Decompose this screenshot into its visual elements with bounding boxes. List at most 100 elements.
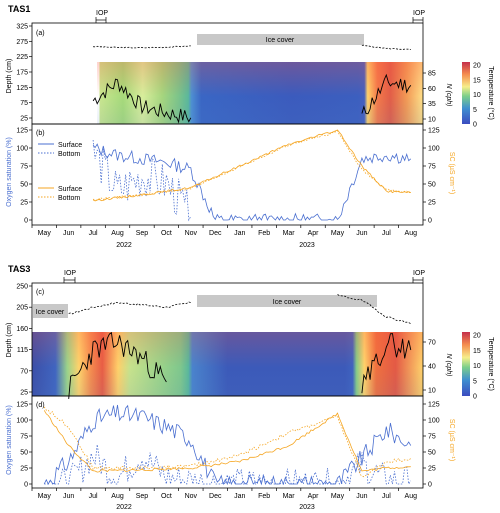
panel-b-right-ticks: 0 25 50 75 100 125 [423,128,440,225]
y-tick-label: 85 [428,71,436,78]
water-level-line-tas1-b [361,44,411,50]
oxygen-bottom-line-tas1 [92,139,192,222]
svg-text:IOP: IOP [413,10,425,17]
colorbar-tas1 [462,62,470,124]
year-label-2023-tas1: 2023 [299,242,315,249]
month-tick-label: Jul [382,493,391,500]
month-tick-label: Apr [308,493,320,500]
y-tick-label: 75 [20,434,28,441]
colorbar-tas3 [462,332,470,396]
colorbar-tas1-ticks: 0 5 10 15 20 [473,63,481,129]
oxygen-bottom-line-tas3 [44,444,412,486]
y-tick-label: 10 [428,388,436,395]
panel-d-yticks: 0 25 50 75 100 125 [16,402,32,489]
month-tick-label: Jul [382,230,391,237]
y-tick-label: 100 [428,146,440,153]
month-tick-label: May [38,230,52,237]
month-tick-label: Sep [136,230,149,237]
svg-text:IOP: IOP [96,10,108,17]
panel-c-ylabel: Depth (cm) [6,323,13,358]
y-tick-label: 75 [428,164,436,171]
buoyancy-line-tas1 [92,78,192,124]
y-tick-label: 50 [428,450,436,457]
colorbar-tick-label: 5 [473,107,477,114]
y-tick-label: 325 [16,24,28,31]
month-tick-label: May [331,493,345,500]
panel-a-right-label: N (cph) [445,84,452,107]
month-tick-label: Jul [89,230,98,237]
month-tick-label: Aug [405,493,418,500]
svg-text:IOP: IOP [64,270,76,277]
iop-marker-tas1-right: IOP [412,10,425,23]
y-tick-label: 160 [16,326,28,333]
panel-c-right-ticks: 10 40 70 [423,340,436,395]
y-tick-label: 60 [428,86,436,93]
month-tick-label: Feb [258,230,270,237]
colorbar-tick-label: 10 [473,363,481,370]
month-tick-label: Aug [405,230,418,237]
temperature-heatmap-tas1-shade [97,62,423,124]
legend-sc-tas1: Surface Bottom [38,186,82,202]
sc-bottom-line-tas3 [43,406,412,478]
y-tick-label: 225 [16,54,28,61]
y-tick-label: 25 [20,116,28,123]
water-level-line-tas1 [93,45,191,49]
y-tick-label: 35 [428,101,436,108]
year-label-2022-tas3: 2022 [116,504,132,511]
month-tick-label: Jul [89,493,98,500]
month-tick-label: Aug [111,493,124,500]
panel-c-label: (c) [36,289,44,296]
panel-d-right-label: SC (µS cm⁻¹) [448,419,455,461]
y-tick-label: 175 [16,70,28,77]
temperature-heatmap-tas3-shade [32,332,423,396]
sc-surface-line-tas3 [43,410,411,473]
iop-marker-tas3-left: IOP [63,270,76,283]
buoyancy-line-tas3 [68,331,167,399]
colorbar-tick-label: 0 [473,122,477,129]
ice-cover-box-tas3-left [33,304,68,318]
y-tick-label: 125 [16,128,28,135]
year-label-2022-tas1: 2022 [116,242,132,249]
month-tick-label: Dec [209,493,222,500]
temperature-heatmap-tas1 [97,62,423,124]
y-tick-label: 10 [428,117,436,124]
panel-d-series [43,404,412,486]
sc-surface-line-tas1 [92,129,411,202]
buoyancy-line-tas3-b [361,333,412,394]
ice-cover-box-tas3 [197,295,377,307]
colorbar-tick-label: 15 [473,77,481,84]
y-tick-label: 25 [428,466,436,473]
month-tick-label: Apr [308,230,320,237]
oxygen-surface-line-tas3 [43,404,412,486]
y-tick-label: 100 [428,418,440,425]
panel-a-label: (a) [36,30,45,37]
iop-marker-tas3-right: IOP [412,270,425,283]
month-tick-label: Mar [283,230,296,237]
colorbar-tas3-ticks: 0 5 10 15 20 [473,333,481,401]
panel-b-label: (b) [36,130,45,137]
ice-cover-label-tas1: Ice cover [266,37,295,44]
svg-text:Surface: Surface [58,142,82,149]
ice-cover-box-tas1 [197,34,364,45]
colorbar-tick-label: 10 [473,92,481,99]
month-tick-label: Jun [63,493,74,500]
panel-d-label: (d) [36,402,45,409]
y-tick-label: 50 [20,450,28,457]
month-tick-label: Jun [63,230,74,237]
y-tick-label: 40 [428,364,436,371]
colorbar-tick-label: 15 [473,348,481,355]
month-tick-label: Jun [356,230,367,237]
y-tick-label: 75 [20,100,28,107]
y-tick-label: 25 [20,200,28,207]
sc-bottom-line-tas1 [92,130,411,201]
y-tick-label: 125 [16,85,28,92]
y-tick-label: 125 [428,402,440,409]
y-tick-label: 50 [428,182,436,189]
y-tick-label: 125 [428,128,440,135]
y-tick-label: 70 [428,340,436,347]
month-tick-label: Nov [185,493,198,500]
y-tick-label: 0 [428,482,432,489]
panel-a-ylabel: Depth (cm) [6,59,13,94]
month-tick-label: Oct [161,230,172,237]
